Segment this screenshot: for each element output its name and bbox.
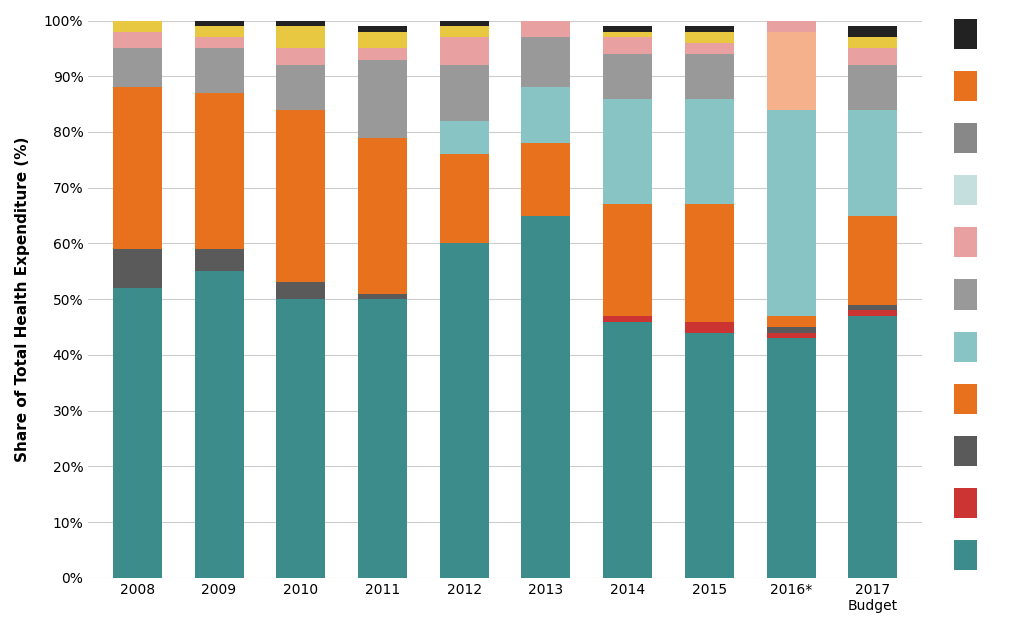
Bar <box>521 37 570 87</box>
Bar <box>195 249 244 271</box>
Bar <box>439 21 488 26</box>
Bar <box>849 65 897 110</box>
Bar <box>439 154 488 244</box>
Bar <box>358 31 407 48</box>
Bar <box>195 21 244 26</box>
Bar <box>603 26 652 31</box>
Bar <box>113 87 162 249</box>
Bar <box>113 249 162 288</box>
Bar <box>849 305 897 310</box>
Bar <box>358 138 407 294</box>
Bar <box>767 9 816 15</box>
Bar <box>276 21 326 26</box>
Bar <box>195 93 244 249</box>
Bar <box>849 215 897 305</box>
Bar <box>113 288 162 578</box>
Bar <box>767 31 816 110</box>
Bar <box>767 15 816 31</box>
Bar <box>603 31 652 37</box>
Bar <box>276 110 326 283</box>
Bar <box>603 37 652 54</box>
Bar <box>439 65 488 121</box>
Bar <box>195 26 244 37</box>
Bar <box>195 48 244 93</box>
Bar <box>113 48 162 87</box>
Bar <box>276 283 326 299</box>
Bar <box>849 48 897 65</box>
Bar <box>521 143 570 215</box>
Bar <box>439 121 488 154</box>
Bar <box>603 322 652 578</box>
Bar <box>685 322 734 333</box>
Bar <box>603 54 652 99</box>
Bar <box>358 60 407 138</box>
Bar <box>767 110 816 316</box>
Bar <box>603 316 652 322</box>
Bar <box>849 316 897 578</box>
Bar <box>276 65 326 110</box>
Bar <box>685 43 734 54</box>
Bar <box>195 37 244 48</box>
Bar <box>685 333 734 578</box>
Bar <box>767 333 816 338</box>
Bar <box>603 99 652 205</box>
Bar <box>113 31 162 48</box>
Bar <box>195 271 244 578</box>
Y-axis label: Share of Total Health Expenditure (%): Share of Total Health Expenditure (%) <box>15 136 30 462</box>
Bar <box>849 310 897 316</box>
Bar <box>685 54 734 99</box>
Bar <box>685 26 734 31</box>
Bar <box>685 31 734 43</box>
Bar <box>521 0 570 9</box>
Bar <box>358 26 407 31</box>
Bar <box>439 244 488 578</box>
Bar <box>358 299 407 578</box>
Bar <box>521 87 570 143</box>
Bar <box>358 48 407 60</box>
Bar <box>439 37 488 65</box>
Bar <box>276 48 326 65</box>
Bar <box>685 99 734 205</box>
Bar <box>685 205 734 322</box>
Bar <box>521 9 570 37</box>
Bar <box>849 26 897 37</box>
Bar <box>849 37 897 48</box>
Bar <box>767 327 816 333</box>
Bar <box>603 205 652 316</box>
Bar <box>276 26 326 48</box>
Bar <box>767 316 816 327</box>
Bar <box>767 338 816 578</box>
Bar <box>439 26 488 37</box>
Bar <box>113 21 162 31</box>
Bar <box>521 215 570 578</box>
Bar <box>358 294 407 299</box>
Bar <box>276 299 326 578</box>
Bar <box>849 110 897 215</box>
